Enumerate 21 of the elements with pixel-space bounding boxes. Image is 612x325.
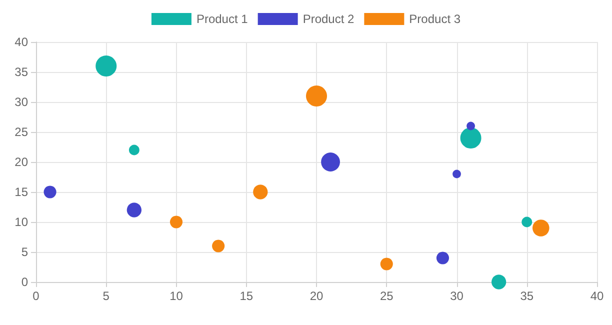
x-tick-label: 10: [170, 289, 184, 303]
x-tick-label: 40: [590, 289, 604, 303]
legend-label: Product 2: [302, 12, 355, 26]
y-tick-label: 0: [21, 275, 28, 289]
x-tick-label: 30: [450, 289, 464, 303]
legend-label: Product 3: [409, 12, 461, 26]
y-tick-label: 30: [14, 95, 28, 109]
x-tick-label: 35: [520, 289, 534, 303]
y-tick-label: 35: [14, 65, 28, 79]
y-tick-label: 10: [14, 215, 28, 229]
x-tick-label: 5: [102, 289, 110, 303]
x-tick-label: 20: [310, 289, 324, 303]
y-tick-label: 5: [21, 245, 28, 259]
x-tick-label: 15: [240, 289, 254, 303]
legend-label: Product 1: [196, 12, 248, 26]
y-tick-label: 15: [14, 185, 28, 199]
y-tick-label: 25: [14, 125, 28, 139]
y-tick-label: 40: [14, 35, 28, 49]
x-tick-label: 25: [380, 289, 394, 303]
x-tick-label: 0: [32, 289, 40, 303]
y-tick-label: 20: [14, 155, 28, 169]
